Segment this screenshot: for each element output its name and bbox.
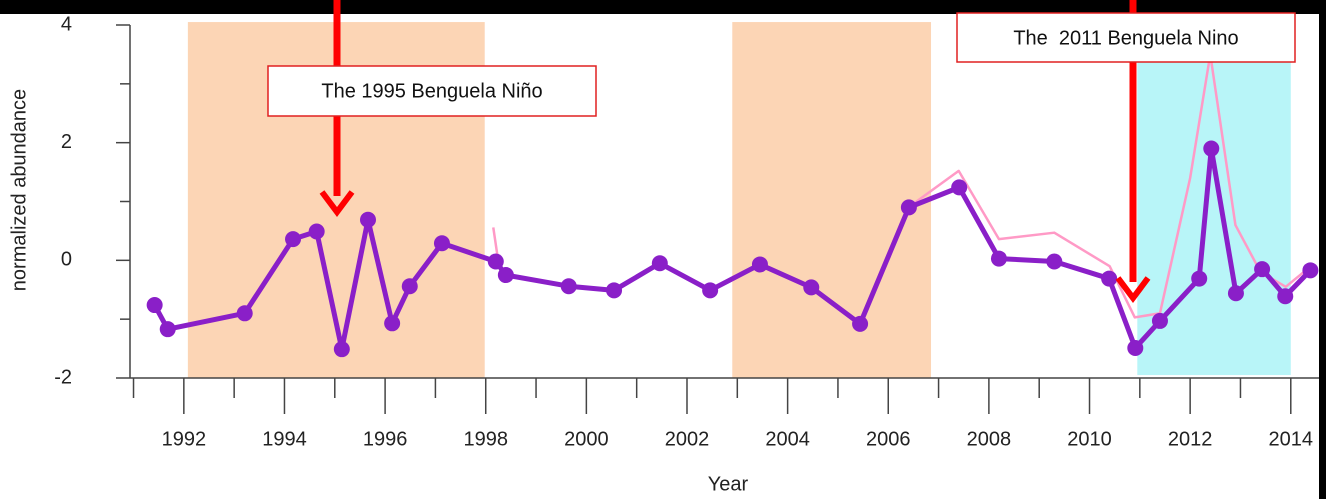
top-frame bbox=[0, 0, 1326, 14]
marker bbox=[308, 223, 325, 240]
y-tick-label: 4 bbox=[61, 13, 72, 35]
marker bbox=[702, 282, 719, 299]
x-tick-label: 2014 bbox=[1269, 428, 1314, 450]
x-axis-title: Year bbox=[708, 473, 749, 495]
x-tick-label: 2012 bbox=[1168, 428, 1213, 450]
x-tick-label: 1994 bbox=[262, 428, 307, 450]
x-tick-label: 1992 bbox=[162, 428, 207, 450]
marker bbox=[333, 341, 350, 358]
annotation-2011: The 2011 Benguela Nino bbox=[956, 0, 1296, 303]
marker bbox=[1227, 285, 1244, 302]
marker bbox=[1151, 312, 1168, 329]
marker bbox=[900, 199, 917, 216]
marker bbox=[1254, 261, 1271, 278]
series-line bbox=[152, 146, 1313, 352]
marker bbox=[359, 211, 376, 228]
annotation-box bbox=[267, 65, 597, 117]
x-tick-label: 2002 bbox=[665, 428, 710, 450]
x-tick-label: 1996 bbox=[363, 428, 408, 450]
plot: -2 0 2 4 1992 1994 1996 1998 2000 2002 2004 2006 200… bbox=[54, 13, 1326, 450]
marker bbox=[497, 267, 514, 284]
marker bbox=[1302, 262, 1319, 279]
y-tick-label: 2 bbox=[61, 131, 72, 153]
marker bbox=[1127, 339, 1144, 356]
marker bbox=[1203, 140, 1220, 157]
marker bbox=[384, 315, 401, 332]
marker bbox=[990, 250, 1007, 267]
annotation-text: The 1995 Benguela Niño bbox=[321, 80, 542, 102]
y-tick-label: 0 bbox=[61, 249, 72, 271]
marker bbox=[751, 256, 768, 273]
annotation-text: The 2011 Benguela Nino bbox=[1013, 27, 1238, 49]
marker bbox=[651, 255, 668, 272]
x-tick-label: 1998 bbox=[463, 428, 508, 450]
x-tick-label: 2004 bbox=[765, 428, 810, 450]
marker bbox=[159, 321, 176, 338]
x-tick-label: 2010 bbox=[1067, 428, 1112, 450]
marker bbox=[487, 253, 504, 270]
x-tick-label: 2000 bbox=[564, 428, 609, 450]
marker bbox=[1101, 270, 1118, 287]
marker bbox=[852, 315, 869, 332]
marker bbox=[803, 279, 820, 296]
marker bbox=[1046, 253, 1063, 270]
marker bbox=[951, 179, 968, 196]
arrow-head bbox=[1115, 276, 1151, 303]
arrow-head bbox=[319, 190, 355, 217]
right-frame bbox=[1319, 0, 1326, 499]
x-tick-label: 2006 bbox=[866, 428, 911, 450]
marker bbox=[1277, 288, 1294, 305]
marker bbox=[606, 282, 623, 299]
marker bbox=[560, 278, 577, 295]
marker bbox=[285, 231, 302, 248]
annotation-1995: The 1995 Benguela Niño bbox=[267, 0, 597, 217]
marker bbox=[433, 235, 450, 252]
marker bbox=[401, 278, 418, 295]
x-tick-label: 2008 bbox=[967, 428, 1012, 450]
marker bbox=[146, 297, 163, 314]
marker bbox=[236, 305, 253, 322]
shaded-region bbox=[732, 22, 932, 379]
y-axis-title: normalized abundance bbox=[8, 89, 30, 291]
annotation-box bbox=[956, 12, 1296, 63]
y-tick-label: -2 bbox=[54, 366, 72, 388]
marker bbox=[1191, 270, 1208, 287]
